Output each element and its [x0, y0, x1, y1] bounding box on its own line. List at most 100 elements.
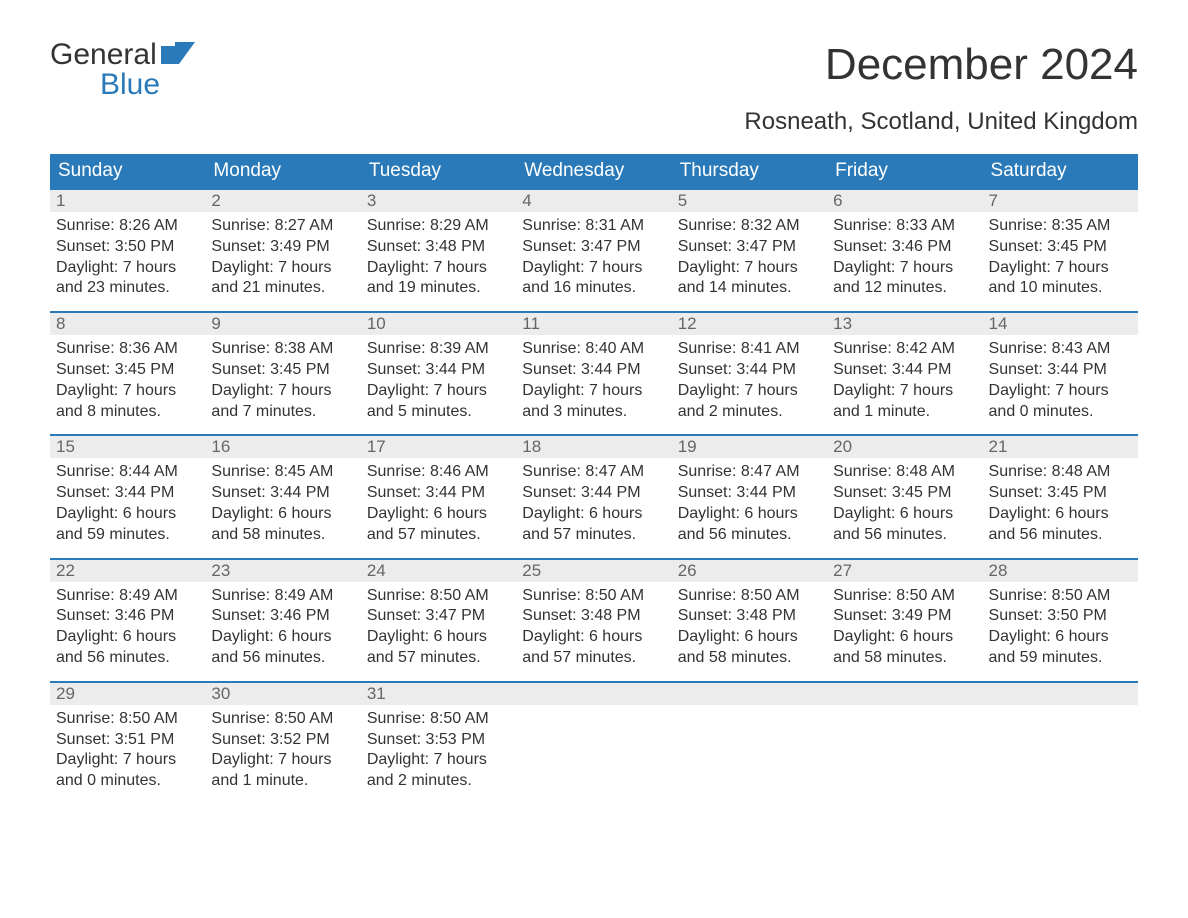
daylight-line-1: Daylight: 6 hours: [367, 627, 510, 648]
daylight-line-2: and 0 minutes.: [989, 402, 1132, 423]
day-cell: 10Sunrise: 8:39 AMSunset: 3:44 PMDayligh…: [361, 311, 516, 434]
day-number: [516, 681, 671, 705]
daylight-line-1: Daylight: 6 hours: [522, 627, 665, 648]
daylight-line-2: and 56 minutes.: [678, 525, 821, 546]
daylight-line-2: and 14 minutes.: [678, 278, 821, 299]
daylight-line-2: and 59 minutes.: [56, 525, 199, 546]
day-cell: 2Sunrise: 8:27 AMSunset: 3:49 PMDaylight…: [205, 188, 360, 311]
sunrise-text: Sunrise: 8:47 AM: [522, 462, 665, 483]
daylight-line-1: Daylight: 6 hours: [56, 504, 199, 525]
sunset-text: Sunset: 3:49 PM: [211, 237, 354, 258]
weekday-header: Friday: [827, 154, 982, 188]
sunrise-text: Sunrise: 8:36 AM: [56, 339, 199, 360]
day-details: Sunrise: 8:50 AMSunset: 3:47 PMDaylight:…: [361, 582, 516, 681]
day-details: Sunrise: 8:40 AMSunset: 3:44 PMDaylight:…: [516, 335, 671, 434]
sunset-text: Sunset: 3:44 PM: [522, 483, 665, 504]
sunrise-text: Sunrise: 8:49 AM: [211, 586, 354, 607]
day-cell: 25Sunrise: 8:50 AMSunset: 3:48 PMDayligh…: [516, 558, 671, 681]
daylight-line-2: and 1 minute.: [833, 402, 976, 423]
daylight-line-2: and 56 minutes.: [211, 648, 354, 669]
daylight-line-1: Daylight: 7 hours: [522, 258, 665, 279]
sunset-text: Sunset: 3:53 PM: [367, 730, 510, 751]
day-number: 4: [516, 188, 671, 212]
daylight-line-1: Daylight: 7 hours: [833, 381, 976, 402]
day-cell: 29Sunrise: 8:50 AMSunset: 3:51 PMDayligh…: [50, 681, 205, 804]
sunrise-text: Sunrise: 8:50 AM: [56, 709, 199, 730]
day-number: [983, 681, 1138, 705]
sunset-text: Sunset: 3:45 PM: [989, 237, 1132, 258]
sunset-text: Sunset: 3:44 PM: [522, 360, 665, 381]
day-number: 24: [361, 558, 516, 582]
sunrise-text: Sunrise: 8:45 AM: [211, 462, 354, 483]
day-details: Sunrise: 8:33 AMSunset: 3:46 PMDaylight:…: [827, 212, 982, 311]
day-details: Sunrise: 8:45 AMSunset: 3:44 PMDaylight:…: [205, 458, 360, 557]
day-cell: 5Sunrise: 8:32 AMSunset: 3:47 PMDaylight…: [672, 188, 827, 311]
sunset-text: Sunset: 3:44 PM: [989, 360, 1132, 381]
day-number: 28: [983, 558, 1138, 582]
calendar-week: 29Sunrise: 8:50 AMSunset: 3:51 PMDayligh…: [50, 681, 1138, 804]
day-cell: 16Sunrise: 8:45 AMSunset: 3:44 PMDayligh…: [205, 434, 360, 557]
day-number: 15: [50, 434, 205, 458]
daylight-line-1: Daylight: 7 hours: [522, 381, 665, 402]
day-number: 7: [983, 188, 1138, 212]
day-number: [672, 681, 827, 705]
daylight-line-2: and 12 minutes.: [833, 278, 976, 299]
daylight-line-1: Daylight: 7 hours: [211, 258, 354, 279]
day-number: 2: [205, 188, 360, 212]
sunrise-text: Sunrise: 8:33 AM: [833, 216, 976, 237]
day-details: Sunrise: 8:35 AMSunset: 3:45 PMDaylight:…: [983, 212, 1138, 311]
daylight-line-1: Daylight: 6 hours: [211, 504, 354, 525]
daylight-line-1: Daylight: 6 hours: [56, 627, 199, 648]
day-cell: 31Sunrise: 8:50 AMSunset: 3:53 PMDayligh…: [361, 681, 516, 804]
logo: General Blue: [50, 40, 195, 100]
day-number: 11: [516, 311, 671, 335]
day-number: 18: [516, 434, 671, 458]
daylight-line-1: Daylight: 7 hours: [678, 258, 821, 279]
day-number: 23: [205, 558, 360, 582]
daylight-line-2: and 56 minutes.: [56, 648, 199, 669]
day-cell: 19Sunrise: 8:47 AMSunset: 3:44 PMDayligh…: [672, 434, 827, 557]
day-details: Sunrise: 8:27 AMSunset: 3:49 PMDaylight:…: [205, 212, 360, 311]
day-cell: [983, 681, 1138, 804]
daylight-line-1: Daylight: 6 hours: [678, 627, 821, 648]
weekday-header: Wednesday: [516, 154, 671, 188]
day-cell: 15Sunrise: 8:44 AMSunset: 3:44 PMDayligh…: [50, 434, 205, 557]
header: General Blue December 2024: [50, 40, 1138, 100]
sunset-text: Sunset: 3:44 PM: [367, 483, 510, 504]
sunrise-text: Sunrise: 8:29 AM: [367, 216, 510, 237]
calendar-week: 15Sunrise: 8:44 AMSunset: 3:44 PMDayligh…: [50, 434, 1138, 557]
sunset-text: Sunset: 3:45 PM: [211, 360, 354, 381]
month-title: December 2024: [825, 40, 1138, 90]
sunset-text: Sunset: 3:51 PM: [56, 730, 199, 751]
day-details: Sunrise: 8:43 AMSunset: 3:44 PMDaylight:…: [983, 335, 1138, 434]
daylight-line-1: Daylight: 6 hours: [211, 627, 354, 648]
sunrise-text: Sunrise: 8:39 AM: [367, 339, 510, 360]
sunset-text: Sunset: 3:44 PM: [833, 360, 976, 381]
day-details: Sunrise: 8:48 AMSunset: 3:45 PMDaylight:…: [827, 458, 982, 557]
day-details: [516, 705, 671, 721]
day-number: 31: [361, 681, 516, 705]
sunset-text: Sunset: 3:46 PM: [833, 237, 976, 258]
calendar-week: 8Sunrise: 8:36 AMSunset: 3:45 PMDaylight…: [50, 311, 1138, 434]
day-details: Sunrise: 8:38 AMSunset: 3:45 PMDaylight:…: [205, 335, 360, 434]
daylight-line-2: and 3 minutes.: [522, 402, 665, 423]
day-details: [672, 705, 827, 721]
sunrise-text: Sunrise: 8:31 AM: [522, 216, 665, 237]
logo-word-2: Blue: [50, 70, 195, 100]
sunset-text: Sunset: 3:48 PM: [522, 606, 665, 627]
daylight-line-2: and 19 minutes.: [367, 278, 510, 299]
day-details: Sunrise: 8:48 AMSunset: 3:45 PMDaylight:…: [983, 458, 1138, 557]
daylight-line-2: and 57 minutes.: [522, 525, 665, 546]
daylight-line-1: Daylight: 7 hours: [989, 258, 1132, 279]
day-details: Sunrise: 8:36 AMSunset: 3:45 PMDaylight:…: [50, 335, 205, 434]
daylight-line-1: Daylight: 6 hours: [989, 627, 1132, 648]
daylight-line-2: and 57 minutes.: [367, 525, 510, 546]
sunset-text: Sunset: 3:48 PM: [678, 606, 821, 627]
daylight-line-2: and 21 minutes.: [211, 278, 354, 299]
day-number: 27: [827, 558, 982, 582]
sunset-text: Sunset: 3:47 PM: [367, 606, 510, 627]
sunset-text: Sunset: 3:44 PM: [56, 483, 199, 504]
calendar: Sunday Monday Tuesday Wednesday Thursday…: [50, 154, 1138, 804]
daylight-line-2: and 16 minutes.: [522, 278, 665, 299]
day-details: Sunrise: 8:31 AMSunset: 3:47 PMDaylight:…: [516, 212, 671, 311]
